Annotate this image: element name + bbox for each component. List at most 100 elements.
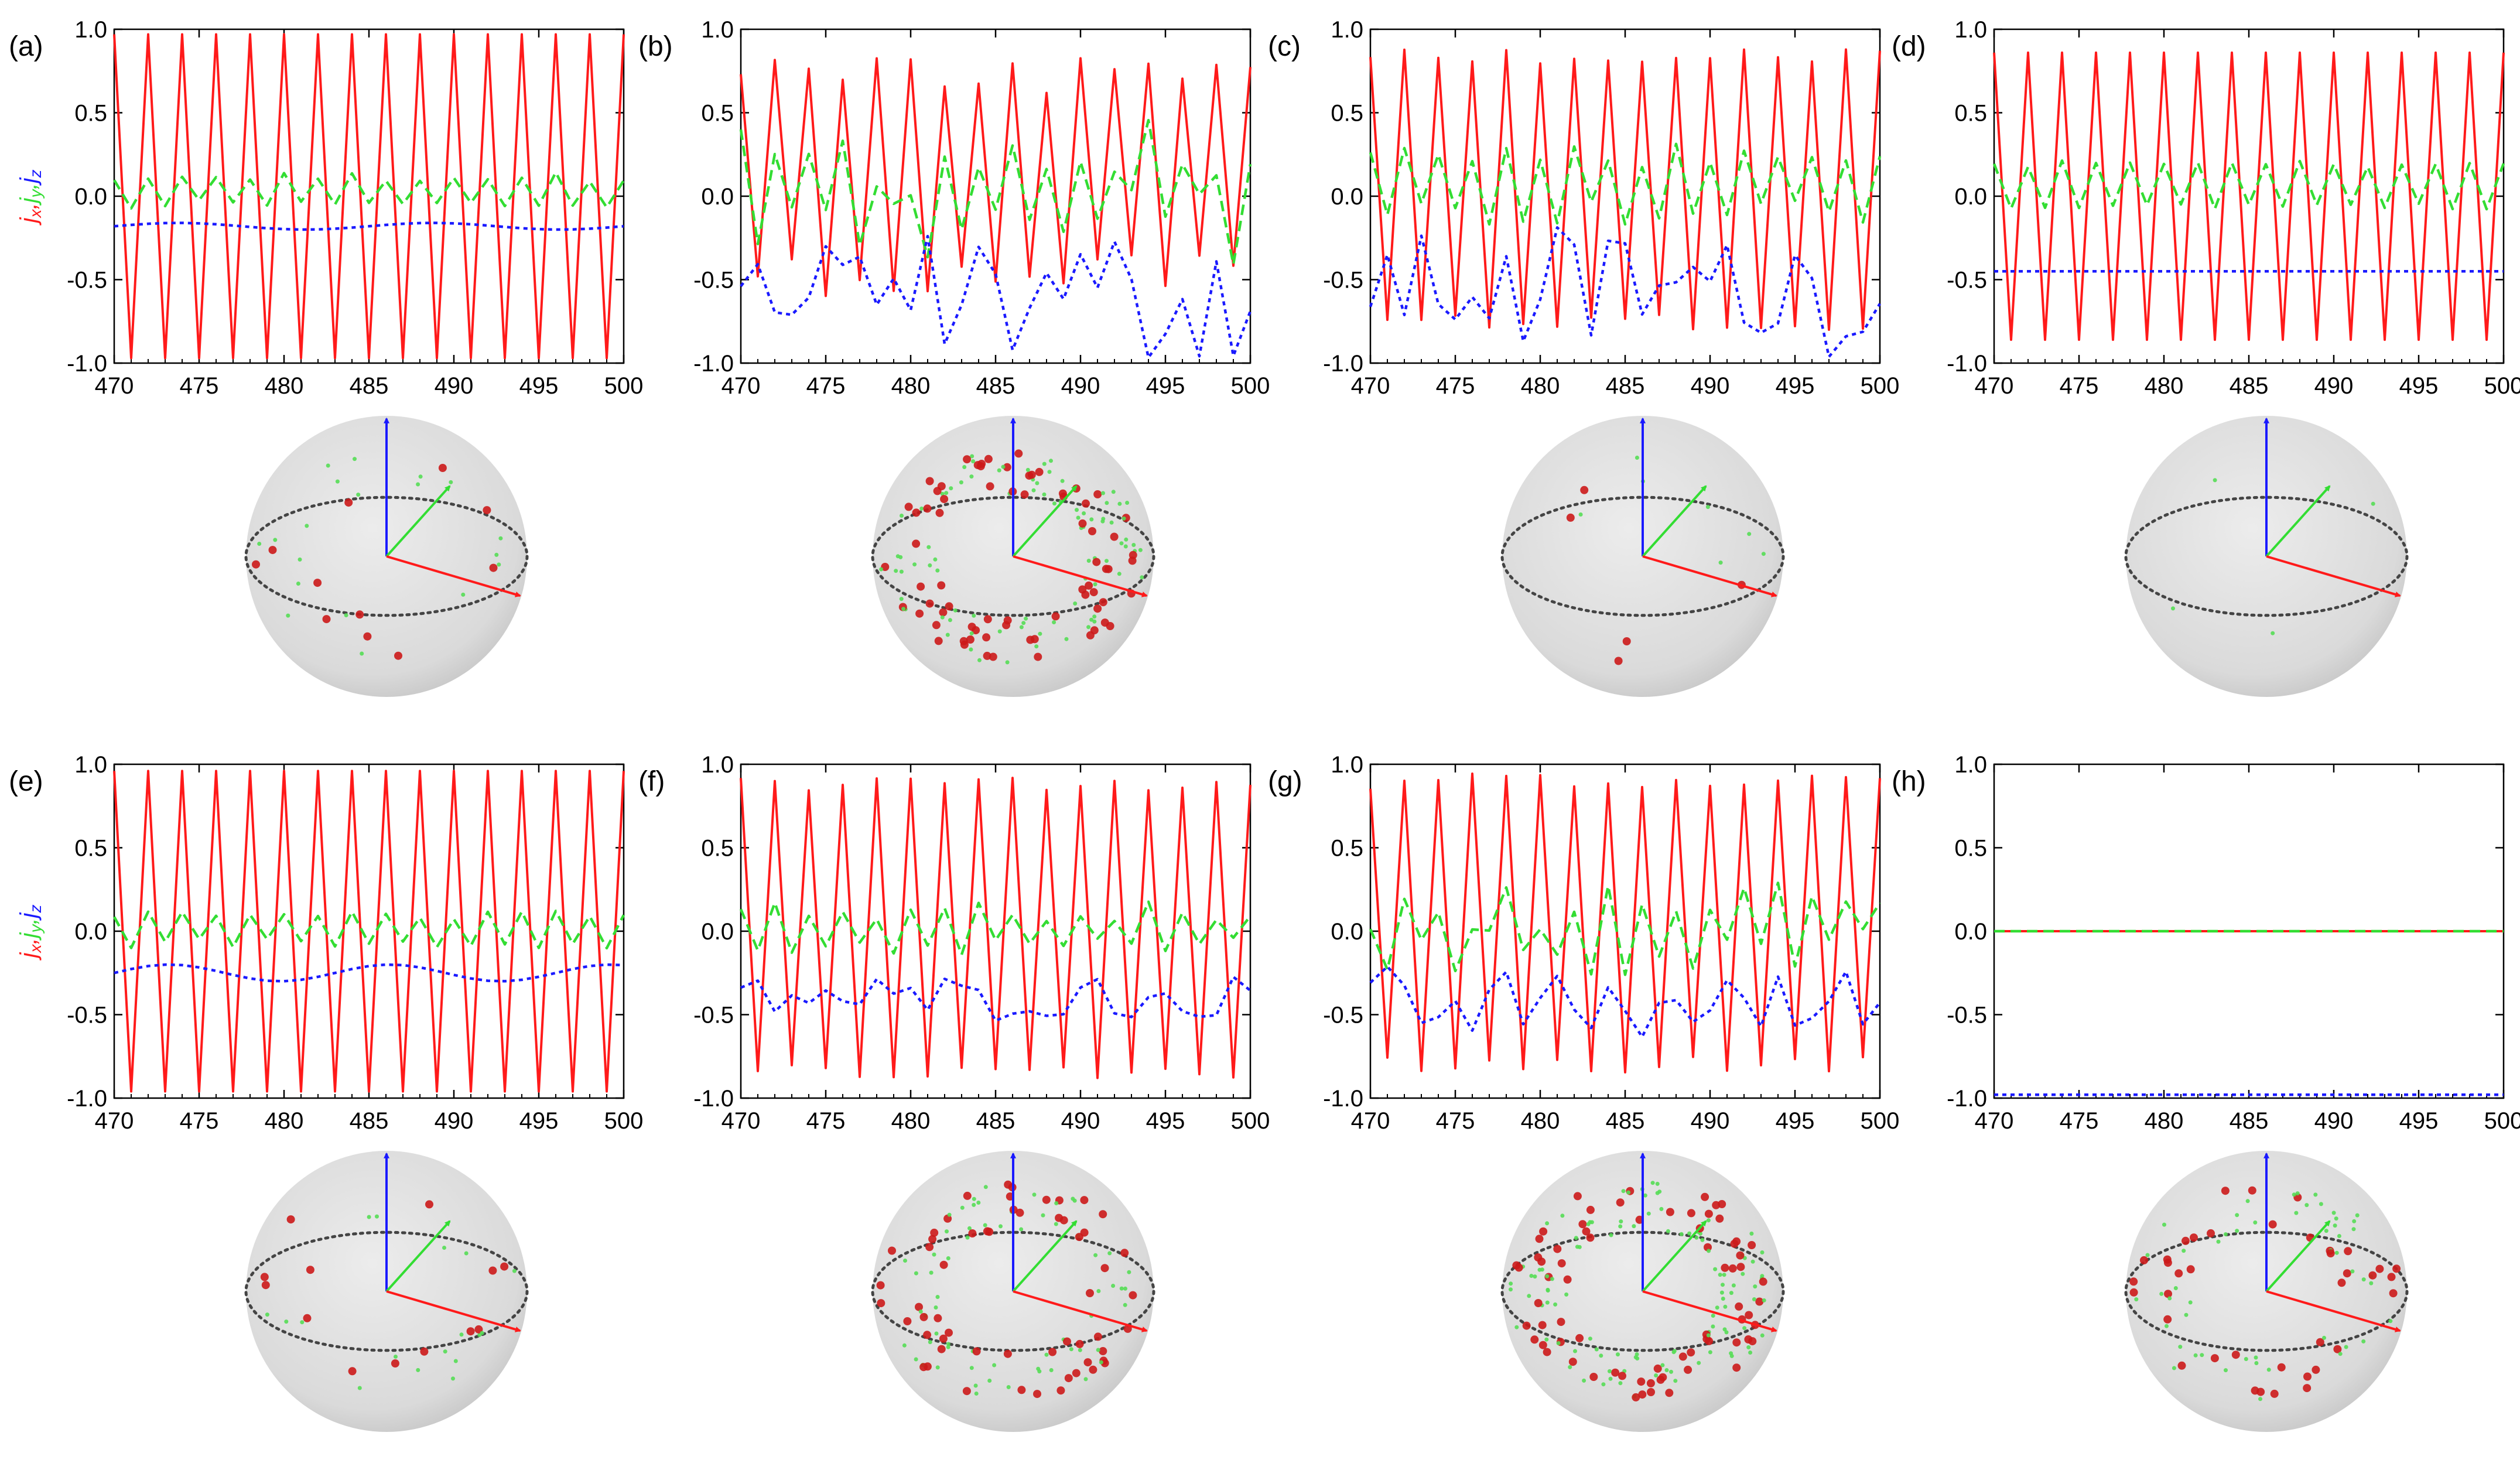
sphere-point <box>1711 1314 1715 1318</box>
sphere-point <box>1749 1231 1754 1236</box>
sphere-point <box>1529 1274 1534 1278</box>
sphere-point <box>1015 1208 1024 1217</box>
sphere-point <box>2344 1247 2353 1256</box>
sphere-point <box>418 474 423 479</box>
sphere-point <box>971 459 976 464</box>
sphere-point <box>1589 1220 1594 1225</box>
sphere-point <box>2355 1213 2360 1218</box>
sphere-point <box>935 508 944 517</box>
x-tick-label: 485 <box>350 1108 389 1134</box>
sphere-point <box>973 1383 978 1388</box>
sphere-point <box>1665 1389 1674 1397</box>
x-tick-label: 475 <box>806 373 846 399</box>
sphere-point <box>2294 1211 2299 1215</box>
sphere-point <box>2182 1249 2186 1253</box>
x-axis-arrow <box>1013 1290 1148 1332</box>
sphere-point <box>1760 1333 1765 1338</box>
sphere-point <box>1608 1376 1613 1381</box>
sphere-point <box>968 1229 977 1237</box>
sphere-point <box>944 491 949 495</box>
sphere-point <box>1557 1259 1566 1268</box>
sphere-point <box>1722 1327 1727 1332</box>
series-jx <box>1369 48 1881 331</box>
sphere-point <box>1093 1332 1102 1341</box>
x-tick-label: 490 <box>435 373 474 399</box>
sphere-point <box>915 1303 923 1311</box>
sphere-point <box>1729 1351 1733 1356</box>
sphere-point <box>1020 490 1029 499</box>
y-tick-label: 0.0 <box>701 919 734 945</box>
sphere-point <box>2312 1365 2320 1374</box>
sphere-point <box>2184 1312 2189 1317</box>
sphere-point <box>1054 1222 1058 1226</box>
sphere-point <box>1071 1196 1075 1201</box>
sphere-point <box>464 1251 469 1256</box>
sphere-point <box>438 464 447 472</box>
sphere-point <box>1700 1237 1705 1242</box>
x-tick-label: 475 <box>806 1108 846 1134</box>
sphere-point <box>303 1314 312 1322</box>
sphere-point <box>1729 1291 1733 1295</box>
sphere-point <box>1687 1209 1695 1218</box>
panel-label: (c) <box>1268 31 1301 62</box>
panel-label: (g) <box>1268 766 1302 797</box>
x-tick-label: 480 <box>265 1108 304 1134</box>
sphere-point <box>1706 1333 1711 1338</box>
sphere-point <box>2316 1338 2324 1346</box>
sphere-point <box>1577 1245 1582 1249</box>
sphere-point <box>1646 1211 1651 1216</box>
sphere-point <box>1093 490 1102 498</box>
sphere-point <box>1635 456 1639 460</box>
series-jx <box>113 770 625 1093</box>
sphere-point <box>1632 1224 1636 1229</box>
sphere-point <box>1075 1339 1084 1348</box>
sphere-point <box>1659 1206 1664 1211</box>
sphere-point <box>512 1269 517 1273</box>
sphere-point <box>1566 513 1575 522</box>
sphere-point <box>1076 515 1081 520</box>
sphere-point <box>1721 1263 1729 1272</box>
sphere-point <box>2174 1269 2183 1278</box>
sphere-point <box>2235 1229 2239 1233</box>
sphere-point <box>1557 1318 1565 1327</box>
series-jx <box>740 777 1252 1079</box>
sphere-point <box>367 1215 371 1219</box>
sphere-point <box>1540 1267 1544 1272</box>
sphere-point <box>929 1270 934 1275</box>
sphere-point <box>1741 1271 1745 1276</box>
y-tick-label: -1.0 <box>67 351 107 377</box>
sphere-point <box>932 621 941 630</box>
sphere-point <box>1083 1358 1092 1367</box>
x-tick-label: 480 <box>891 373 931 399</box>
sphere-point <box>1027 470 1036 479</box>
sphere-point <box>356 493 361 497</box>
sphere-point <box>1538 1341 1547 1349</box>
sphere-point <box>1706 1218 1711 1223</box>
x-tick-label: 490 <box>2314 1108 2354 1134</box>
sphere-point <box>2271 631 2275 635</box>
x-tick-label: 470 <box>1975 373 2014 399</box>
sphere-point <box>1575 1334 1584 1342</box>
sphere-point <box>959 480 963 485</box>
sphere-point <box>1545 1221 1550 1226</box>
sphere-point <box>1509 1287 1513 1292</box>
sphere-point <box>1701 1192 1709 1201</box>
sphere-point <box>1123 1286 1127 1291</box>
x-tick-label: 475 <box>180 373 219 399</box>
sphere-point <box>2159 1291 2164 1296</box>
sphere-point <box>1762 1298 1766 1303</box>
sphere-point <box>2334 1216 2338 1221</box>
sphere-equator <box>1500 495 1785 617</box>
sphere-point <box>969 631 974 635</box>
sphere-point <box>879 567 884 572</box>
sphere-point <box>1573 1192 1582 1201</box>
panel-d: (d) 470 475 480 485 490 495 500 1.0 0.5 0.0 -0.5 -1.… <box>1892 17 2520 697</box>
bloch-sphere <box>1500 416 1785 697</box>
sphere-point <box>933 487 942 495</box>
sphere-point <box>1110 532 1119 541</box>
sphere-point <box>1005 660 1010 665</box>
sphere-point <box>300 1320 305 1325</box>
y-tick-label: 1.0 <box>74 752 107 778</box>
sphere-point <box>1748 1241 1756 1249</box>
y-axis-label: jx,jy,jz <box>16 905 45 961</box>
